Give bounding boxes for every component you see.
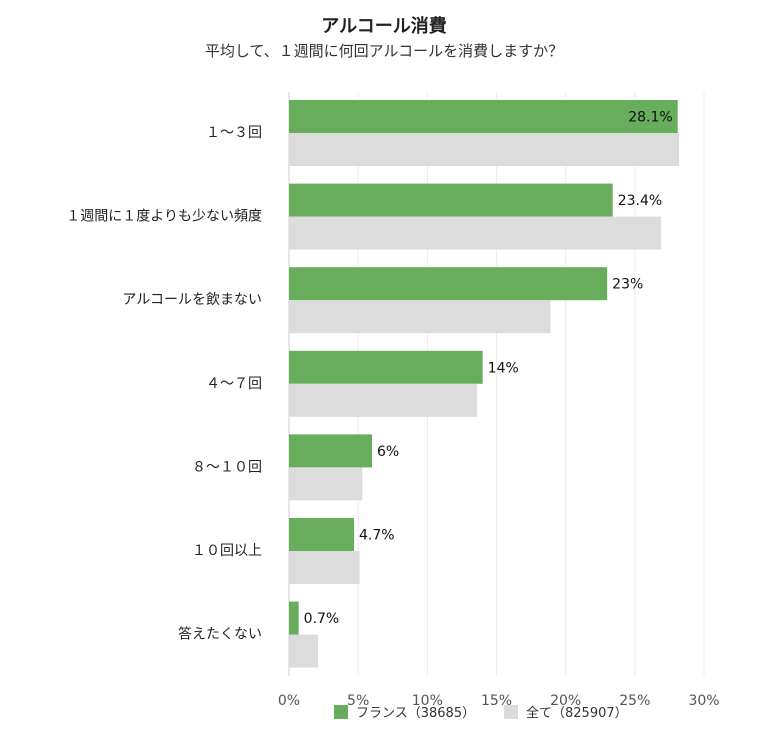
- bar-all: [289, 300, 551, 334]
- chart-subtitle: 平均して、１週間に何回アルコールを消費しますか？: [204, 42, 564, 60]
- legend-swatch-all: [504, 705, 518, 719]
- data-label: 23%: [612, 277, 643, 293]
- bar-france: [289, 183, 613, 217]
- legend-label-all: 全て（825907）: [526, 705, 628, 721]
- data-label: 14%: [488, 360, 519, 376]
- bar-france: [289, 518, 355, 551]
- bar-france: [289, 434, 372, 468]
- category-label: ４〜７回: [206, 376, 262, 392]
- bar-france: [289, 601, 299, 635]
- category-label: １０回以上: [192, 543, 262, 559]
- x-tick-label: 5%: [347, 693, 369, 709]
- bar-all: [289, 467, 363, 501]
- bar-all: [289, 133, 680, 166]
- chart-title: アルコール消費: [321, 16, 447, 37]
- bar-all: [289, 383, 478, 417]
- bar-all: [289, 216, 662, 250]
- x-tick-label: 30%: [688, 693, 719, 709]
- bar-all: [289, 634, 319, 668]
- bar-france: [289, 350, 483, 384]
- x-tick-label: 20%: [550, 693, 581, 709]
- bar-france: [289, 267, 608, 301]
- data-label: 23.4%: [618, 193, 662, 209]
- category-label: １週間に１度よりも少ない頻度: [66, 209, 262, 225]
- category-label: １〜３回: [206, 125, 262, 141]
- data-label: 6%: [377, 444, 399, 460]
- data-label: 0.7%: [304, 611, 340, 627]
- category-label: 答えたくない: [178, 626, 262, 643]
- data-label: 4.7%: [359, 528, 395, 544]
- category-label: アルコールを飲まない: [122, 292, 262, 308]
- x-tick-label: 0%: [278, 693, 300, 709]
- data-label: 28.1%: [628, 110, 672, 126]
- legend-label-france: フランス（38685）: [356, 706, 475, 721]
- bar-all: [289, 551, 360, 584]
- legend-swatch-france: [334, 705, 348, 719]
- bar-france: [289, 100, 678, 133]
- x-tick-label: 10%: [412, 693, 443, 709]
- x-tick-label: 25%: [619, 693, 650, 709]
- category-label: ８〜１０回: [192, 459, 262, 475]
